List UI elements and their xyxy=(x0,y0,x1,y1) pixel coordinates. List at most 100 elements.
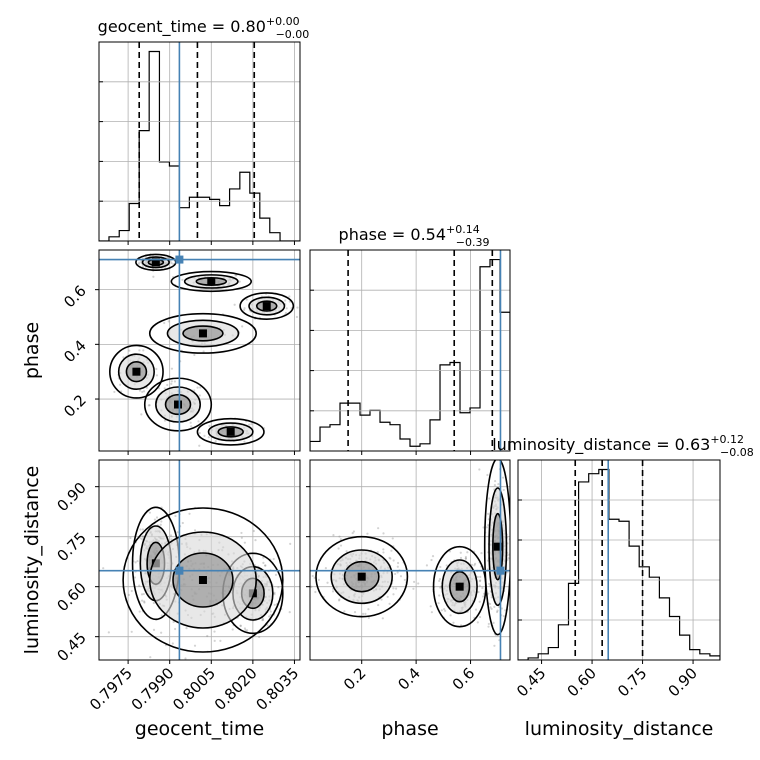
sample-point xyxy=(399,575,403,578)
sample-point xyxy=(176,531,179,534)
sample-point xyxy=(169,260,172,263)
sample-point xyxy=(493,605,496,608)
sample-point xyxy=(239,624,242,628)
sample-point xyxy=(138,261,141,264)
sample-point xyxy=(438,578,442,581)
axes-frame xyxy=(98,249,301,452)
contour-line xyxy=(488,487,508,607)
sample-point xyxy=(394,572,397,576)
sample-point xyxy=(353,611,357,614)
sample-point xyxy=(134,561,137,564)
contour-line xyxy=(183,274,239,289)
sample-point xyxy=(152,601,155,605)
sample-point xyxy=(163,387,166,390)
y-tick-label: 0.2 xyxy=(60,391,90,421)
contour-line xyxy=(343,560,380,593)
sample-point xyxy=(444,609,447,612)
contour-line xyxy=(166,319,240,348)
sample-point xyxy=(351,531,354,535)
sample-point xyxy=(429,605,432,608)
sample-point xyxy=(338,535,341,538)
sample-point xyxy=(137,262,140,266)
sample-point xyxy=(193,389,196,392)
contour-line xyxy=(172,552,234,608)
joint-phase-vs-luminosity_distance: 0.2 0.4 0.6 xyxy=(306,459,514,694)
density-peak xyxy=(198,329,207,338)
sample-point xyxy=(174,514,177,518)
contour-line xyxy=(195,276,228,286)
sample-point xyxy=(142,535,145,538)
truth-marker xyxy=(175,566,184,575)
sample-point xyxy=(289,542,292,545)
sample-point xyxy=(262,561,265,564)
sample-point xyxy=(389,557,392,560)
sample-point xyxy=(199,386,202,389)
contour-line xyxy=(248,296,286,316)
joint-phase-vs-luminosity_distance-plot-area xyxy=(310,460,514,660)
sample-point xyxy=(198,394,201,397)
sample-point xyxy=(488,582,491,585)
sample-point xyxy=(324,567,327,570)
x-tick-label: 0.8005 xyxy=(169,664,219,714)
sample-point xyxy=(141,535,144,538)
sample-point xyxy=(266,624,269,627)
sample-point xyxy=(477,590,480,594)
sample-point xyxy=(497,482,500,486)
sample-point xyxy=(489,606,492,609)
sample-point xyxy=(443,608,446,611)
sample-point xyxy=(480,552,483,555)
sample-point xyxy=(138,610,141,613)
sample-point xyxy=(493,484,497,487)
sample-point xyxy=(425,564,429,567)
sample-point xyxy=(166,383,169,387)
y-tick-label: 0.45 xyxy=(53,629,89,665)
contour-line xyxy=(170,270,253,293)
density-peak xyxy=(198,576,207,584)
sample-point xyxy=(198,444,201,447)
sample-point xyxy=(506,571,509,574)
histogram-step xyxy=(518,468,720,660)
sample-point xyxy=(240,536,243,539)
sample-point xyxy=(412,580,416,583)
contour-line xyxy=(315,535,409,618)
y-tick-label: 0.90 xyxy=(53,479,89,515)
sample-point xyxy=(496,610,499,614)
sample-point xyxy=(466,551,469,554)
sample-point xyxy=(504,609,507,612)
sample-point xyxy=(496,609,499,612)
sample-point xyxy=(172,620,175,624)
sample-point xyxy=(382,551,385,554)
sample-point xyxy=(188,512,191,515)
axes-frame xyxy=(309,249,511,452)
contour-line xyxy=(164,393,192,416)
sample-point xyxy=(273,593,276,596)
panel-title-phase: phase = 0.54+0.14 −0.39 xyxy=(339,223,490,249)
sample-point xyxy=(500,607,504,610)
sample-point xyxy=(193,353,196,357)
sample-point xyxy=(196,386,199,389)
sample-point xyxy=(482,526,485,529)
sample-point xyxy=(140,593,144,596)
sample-point xyxy=(380,598,383,601)
sample-point xyxy=(396,571,399,574)
density-peak xyxy=(493,542,502,551)
contour-line xyxy=(155,386,201,423)
contour-line xyxy=(148,531,257,629)
sample-point xyxy=(476,575,479,579)
sample-point xyxy=(133,576,137,579)
sample-point xyxy=(155,516,159,519)
density-peak xyxy=(226,427,235,436)
sample-point xyxy=(169,534,173,537)
sample-point xyxy=(512,625,514,627)
sample-point xyxy=(269,610,272,613)
sample-point xyxy=(331,590,335,593)
density-peak xyxy=(207,277,216,286)
sample-point xyxy=(430,611,433,614)
sample-point xyxy=(487,622,490,626)
sample-point xyxy=(437,602,440,605)
contour-line xyxy=(330,549,393,605)
sample-point xyxy=(311,574,314,578)
sample-point xyxy=(139,528,142,531)
